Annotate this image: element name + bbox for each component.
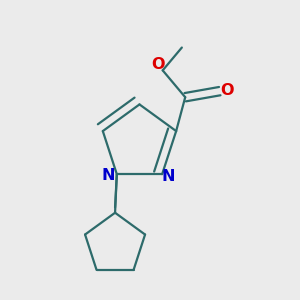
Text: N: N <box>162 169 175 184</box>
Text: N: N <box>101 168 115 183</box>
Text: O: O <box>152 57 165 72</box>
Text: O: O <box>221 83 234 98</box>
